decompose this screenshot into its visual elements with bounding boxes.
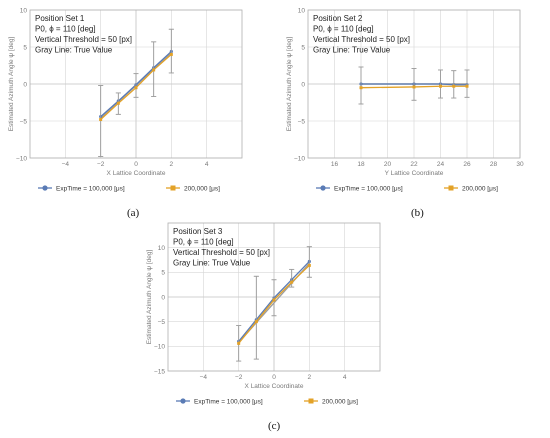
panel-label-b: (b) xyxy=(411,207,424,219)
plot-frame xyxy=(167,222,381,372)
panel-label-c: (c) xyxy=(268,420,281,432)
x-axis-title: X Lattice Coordinate xyxy=(245,383,304,390)
annotation-line: Gray Line: True Value xyxy=(35,46,113,55)
x-tick-label: −4 xyxy=(62,161,70,168)
x-tick-label: 22 xyxy=(410,161,418,168)
x-tick-label: 2 xyxy=(170,161,174,168)
x-tick-label: 0 xyxy=(272,374,276,381)
plot-frame xyxy=(307,9,521,159)
chart-svg-c: −4 −2 0 2 4 −15 −10 −5 0 5 10 X Lattice Coordinate E… xyxy=(146,222,381,405)
data-point-2 xyxy=(452,84,456,88)
legend-marker-2 xyxy=(170,185,176,191)
annotation-line: Gray Line: True Value xyxy=(313,46,391,55)
x-axis-title: X Lattice Coordinate xyxy=(107,170,166,177)
x-tick-label: 0 xyxy=(134,161,138,168)
annotation-line: P0, ϕ = 110 [deg] xyxy=(35,25,96,34)
data-point-2 xyxy=(272,298,276,302)
y-axis-title: Estimated Azimuth Angle ψ [deg] xyxy=(286,37,293,132)
annotation-line: Vertical Threshold = 50 [px] xyxy=(173,248,270,257)
plot-frame xyxy=(29,9,243,159)
data-point-2 xyxy=(134,86,138,90)
y-tick-label: 0 xyxy=(301,81,305,88)
x-tick-label: −2 xyxy=(235,374,243,381)
y-tick-label: −10 xyxy=(154,344,165,351)
y-axis-title: Estimated Azimuth Angle ψ [deg] xyxy=(146,250,153,345)
y-tick-label: −5 xyxy=(20,118,28,125)
x-axis-title: Y Lattice Coordinate xyxy=(385,170,444,177)
x-tick-label: 16 xyxy=(331,161,339,168)
data-point-2 xyxy=(439,84,442,88)
legend-marker-1 xyxy=(42,185,48,191)
annotation-line: Vertical Threshold = 50 [px] xyxy=(35,35,132,44)
x-tick-label: 4 xyxy=(343,374,347,381)
legend-label-2: 200,000 [μs] xyxy=(184,185,220,192)
legend-marker-1 xyxy=(320,185,326,191)
x-tick-label: 4 xyxy=(205,161,209,168)
y-tick-label: −15 xyxy=(154,368,165,375)
chart-panel-a: −4 −2 0 2 4 −10 −5 0 5 10 X Lattice Coordinate Esti… xyxy=(2,2,262,212)
data-point-2 xyxy=(152,68,156,72)
y-tick-label: 10 xyxy=(20,7,28,14)
annotation-line: Gray Line: True Value xyxy=(173,259,251,268)
annotation-line: P0, ϕ = 110 [deg] xyxy=(173,238,234,247)
x-tick-label: 18 xyxy=(357,161,365,168)
chart-svg-b: 16 18 20 22 24 26 28 30 −10 −5 0 5 10 Y Lattice Coord… xyxy=(286,7,524,192)
legend-marker-1 xyxy=(180,398,186,404)
y-tick-label: 10 xyxy=(158,245,166,252)
annotation-line: P0, ϕ = 110 [deg] xyxy=(313,25,374,34)
legend-label-1: ExpTime = 100,000 [μs] xyxy=(56,185,125,192)
chart-panel-b: 16 18 20 22 24 26 28 30 −10 −5 0 5 10 Y Lattice Coord… xyxy=(280,2,540,212)
data-point-2 xyxy=(359,86,363,90)
data-point-2 xyxy=(116,101,120,105)
data-point-2 xyxy=(237,341,241,345)
data-point-2 xyxy=(99,118,103,122)
y-tick-label: 5 xyxy=(23,44,27,51)
y-tick-label: 5 xyxy=(161,270,165,277)
y-tick-label: 10 xyxy=(298,7,306,14)
x-tick-label: 2 xyxy=(308,374,312,381)
x-tick-label: 30 xyxy=(516,161,524,168)
y-tick-label: 5 xyxy=(301,44,305,51)
data-point-2 xyxy=(307,263,311,267)
legend-label-1: ExpTime = 100,000 [μs] xyxy=(334,185,403,192)
legend-label-2: 200,000 [μs] xyxy=(462,185,498,192)
panel-label-a: (a) xyxy=(127,207,140,219)
x-tick-label: 24 xyxy=(437,161,445,168)
chart-panel-c: −4 −2 0 2 4 −15 −10 −5 0 5 10 X Lattice Coordinate E… xyxy=(140,215,400,425)
y-tick-label: −10 xyxy=(16,155,27,162)
annotation-line: Vertical Threshold = 50 [px] xyxy=(313,35,410,44)
x-tick-label: 20 xyxy=(384,161,392,168)
x-tick-label: 26 xyxy=(463,161,471,168)
x-tick-label: 28 xyxy=(490,161,498,168)
x-tick-label: −2 xyxy=(97,161,105,168)
annotation-line: Position Set 3 xyxy=(173,227,223,236)
legend-label-2: 200,000 [μs] xyxy=(322,398,358,405)
y-tick-label: −5 xyxy=(158,319,166,326)
data-point-2 xyxy=(254,320,258,324)
x-tick-label: −4 xyxy=(200,374,208,381)
legend-label-1: ExpTime = 100,000 [μs] xyxy=(194,398,263,405)
y-tick-label: −10 xyxy=(294,155,305,162)
legend-marker-2 xyxy=(308,398,314,404)
legend-marker-2 xyxy=(448,185,454,191)
annotation-line: Position Set 2 xyxy=(313,14,363,23)
y-axis-title: Estimated Azimuth Angle ψ [deg] xyxy=(8,37,15,132)
data-point-2 xyxy=(290,280,294,284)
chart-svg-a: −4 −2 0 2 4 −10 −5 0 5 10 X Lattice Coordinate Esti… xyxy=(8,7,243,192)
y-tick-label: 0 xyxy=(23,81,27,88)
y-tick-label: 0 xyxy=(161,294,165,301)
data-point-2 xyxy=(412,85,416,89)
y-tick-label: −5 xyxy=(298,118,306,125)
data-point-2 xyxy=(465,84,469,88)
annotation-line: Position Set 1 xyxy=(35,14,85,23)
data-point-2 xyxy=(169,52,173,56)
